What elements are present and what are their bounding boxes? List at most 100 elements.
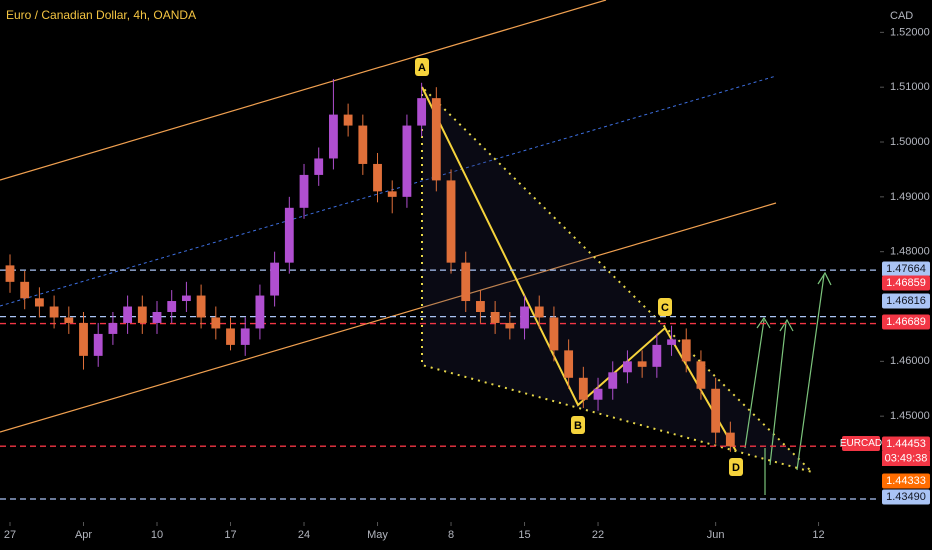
candle-body	[402, 125, 412, 197]
price-label: 1.46859	[886, 277, 926, 289]
x-tick-label: 15	[518, 529, 530, 541]
x-tick-label: 12	[812, 529, 824, 541]
y-tick-label: 1.49000	[890, 191, 930, 203]
y-tick-label: 1.46000	[890, 355, 930, 367]
candle-body	[343, 114, 353, 126]
candle-body	[196, 295, 206, 318]
symbol: EURCAD	[840, 438, 882, 449]
candle-body	[34, 298, 44, 307]
y-tick-label: 1.51000	[890, 81, 930, 93]
candle-body	[667, 339, 676, 345]
pattern-label: A	[418, 62, 426, 74]
x-tick-label: 8	[448, 529, 454, 541]
candle-body	[652, 344, 662, 367]
candle-body	[696, 361, 706, 389]
arrows	[744, 271, 832, 495]
candle-body	[505, 322, 515, 329]
candle-body	[637, 361, 647, 367]
candle-body	[181, 295, 191, 302]
chart-title: Euro / Canadian Dollar, 4h, OANDA	[6, 8, 196, 22]
price-label-box	[882, 489, 930, 505]
candle-body	[226, 328, 235, 345]
price-label: 1.46816	[886, 295, 926, 307]
candle-body	[79, 322, 88, 356]
x-tick-label: Apr	[75, 529, 92, 541]
candle-body	[490, 311, 500, 323]
x-tick-label: Jun	[707, 529, 725, 541]
candle-body	[564, 350, 574, 378]
x-tick-label: 22	[592, 529, 604, 541]
price-label-box	[882, 473, 930, 489]
candle-body	[152, 311, 162, 323]
candle-body	[417, 98, 427, 126]
candle-body	[93, 333, 103, 356]
candle-body	[431, 98, 441, 181]
candle-body	[167, 301, 177, 312]
candle-body	[373, 163, 382, 192]
price-label: 1.46689	[886, 316, 926, 328]
wedge	[421, 84, 816, 474]
y-tick-label: 1.52000	[890, 26, 930, 38]
plot	[0, 78, 880, 500]
candle-body	[255, 295, 265, 329]
candle-body	[123, 306, 133, 323]
pattern-label: B	[574, 420, 582, 432]
candle-body	[108, 322, 118, 334]
x-tick-label: 10	[151, 529, 163, 541]
axes: 1.52000 1.51000 1.50000 1.49000 1.48000 1.460…	[4, 26, 930, 541]
channel-upper	[0, 0, 607, 181]
price-label-box	[882, 261, 930, 277]
x-tick-label: 27	[4, 529, 16, 541]
y-tick-label: 1.50000	[890, 136, 930, 148]
candle-body	[520, 306, 529, 329]
candle-body	[476, 301, 485, 312]
candle-body	[711, 388, 721, 433]
candle-body	[578, 377, 588, 400]
candle-body	[299, 174, 309, 208]
pattern-label: D	[732, 462, 740, 474]
candle-body	[49, 306, 59, 318]
candle-body	[681, 339, 691, 362]
candle-body	[329, 114, 338, 159]
channel-mid	[0, 75, 777, 307]
y-tick-label: 1.48000	[890, 246, 930, 258]
candle-body	[446, 180, 456, 263]
candle-body	[5, 265, 15, 282]
candle-body	[549, 317, 559, 351]
y-tick-label: 1.45000	[890, 410, 930, 422]
price-label: 1.44333	[886, 475, 926, 487]
currency: CAD	[890, 10, 913, 22]
candle-body	[314, 158, 324, 175]
pattern-label: C	[661, 302, 669, 314]
price-label: 1.43490	[886, 491, 926, 503]
candle-body	[358, 125, 368, 164]
candle-body	[270, 262, 280, 296]
x-tick-label: May	[367, 529, 388, 541]
candle-body	[623, 361, 632, 373]
x-tick-label: 24	[298, 529, 310, 541]
countdown-box	[882, 451, 930, 466]
candle-body	[20, 281, 30, 299]
candle-body	[593, 388, 603, 400]
price-label-box	[882, 314, 930, 330]
candle-body	[284, 207, 294, 263]
x-axis-band	[0, 522, 932, 550]
candle-body	[240, 328, 250, 345]
price-label: 1.47664	[886, 263, 926, 275]
candle-body	[211, 317, 221, 329]
candle-body	[461, 262, 471, 302]
candle-body	[608, 372, 618, 389]
price-label-box	[882, 293, 930, 309]
countdown: 03:49:38	[885, 452, 928, 464]
channel-lower	[0, 202, 777, 433]
candle-body	[534, 306, 544, 318]
pattern-markers: A B C D	[415, 58, 743, 476]
price-label: 1.44453	[886, 438, 926, 450]
price-label-box	[882, 275, 930, 291]
x-tick-label: 17	[224, 529, 236, 541]
price-label-box	[882, 436, 930, 452]
candle-body	[725, 432, 735, 447]
symbol-box	[842, 436, 880, 451]
candle-body	[64, 317, 74, 323]
